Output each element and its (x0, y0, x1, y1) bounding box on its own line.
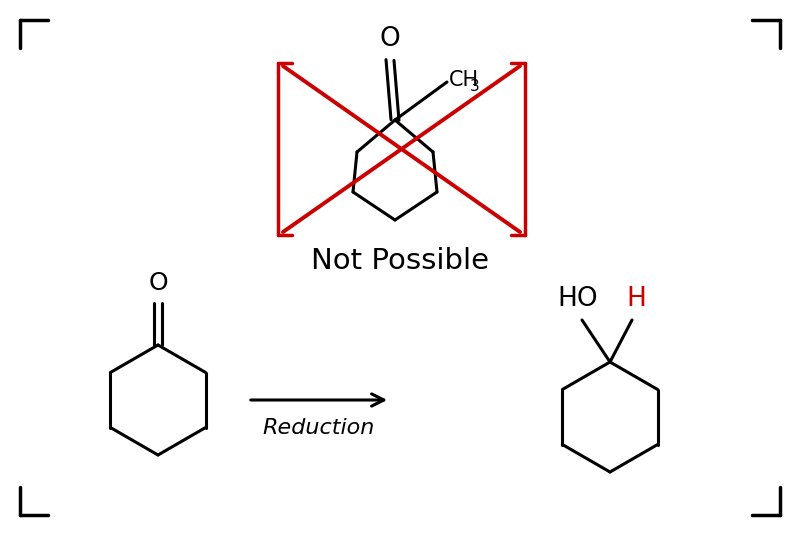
Text: 3: 3 (470, 79, 480, 94)
Text: Reduction: Reduction (263, 418, 375, 438)
Text: CH: CH (449, 70, 479, 90)
Text: O: O (148, 271, 168, 295)
Text: Not Possible: Not Possible (311, 247, 489, 275)
Text: H: H (626, 286, 646, 312)
Text: O: O (380, 26, 400, 52)
Text: HO: HO (558, 286, 598, 312)
